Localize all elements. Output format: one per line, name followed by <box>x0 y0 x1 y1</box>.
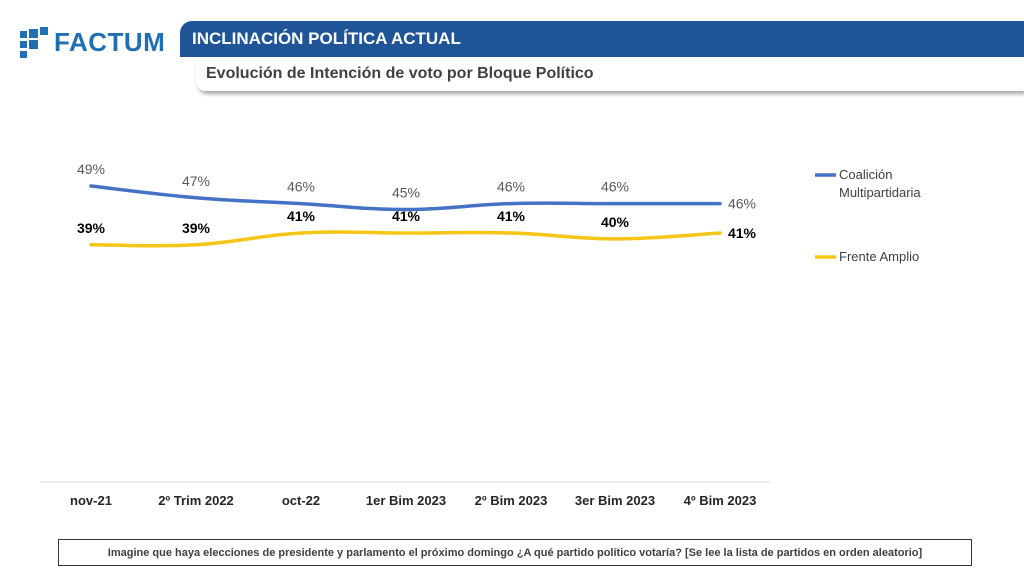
legend-label: Coalición <box>839 167 892 182</box>
x-tick-label: nov-21 <box>70 493 112 508</box>
survey-question-footnote: Imagine que haya elecciones de president… <box>58 539 972 566</box>
x-tick-label: 4º Bim 2023 <box>684 493 757 508</box>
footnote-text: Imagine que haya elecciones de president… <box>107 546 923 559</box>
series-line-frente-amplio <box>89 230 722 248</box>
series-line-coalicion <box>89 184 722 212</box>
header-bar: INCLINACIÓN POLÍTICA ACTUAL <box>180 21 1024 57</box>
data-label: 41% <box>728 225 757 241</box>
data-label: 41% <box>287 208 316 224</box>
brand-name: FACTUM <box>54 26 166 57</box>
data-label: 41% <box>392 208 421 224</box>
logo-mark-icon <box>20 27 48 58</box>
data-label: 46% <box>497 179 525 195</box>
subheader-bar: Evolución de Intención de voto por Bloqu… <box>196 57 1024 91</box>
data-label: 49% <box>77 161 105 177</box>
data-label: 46% <box>287 179 315 195</box>
x-tick-label: 2º Bim 2023 <box>475 493 548 508</box>
data-label: 46% <box>728 196 756 212</box>
data-label: 47% <box>182 173 210 189</box>
data-label: 40% <box>601 214 630 230</box>
x-tick-label: oct-22 <box>282 493 320 508</box>
data-label: 46% <box>601 179 629 195</box>
x-tick-label: 2º Trim 2022 <box>158 493 234 508</box>
line-chart: nov-21 2º Trim 2022 oct-22 1er Bim 2023 2º B… <box>40 161 921 508</box>
data-label: 45% <box>392 185 420 201</box>
page-title: INCLINACIÓN POLÍTICA ACTUAL <box>192 29 461 48</box>
x-tick-label: 3er Bim 2023 <box>575 493 655 508</box>
legend-label: Multipartidaria <box>839 185 921 200</box>
x-tick-label: 1er Bim 2023 <box>366 493 446 508</box>
legend-label: Frente Amplio <box>839 249 919 264</box>
factum-logo: FACTUM <box>20 26 165 58</box>
data-label: 41% <box>497 208 526 224</box>
data-label: 39% <box>182 220 211 236</box>
data-label: 39% <box>77 220 106 236</box>
chart-subtitle: Evolución de Intención de voto por Bloqu… <box>206 65 594 82</box>
